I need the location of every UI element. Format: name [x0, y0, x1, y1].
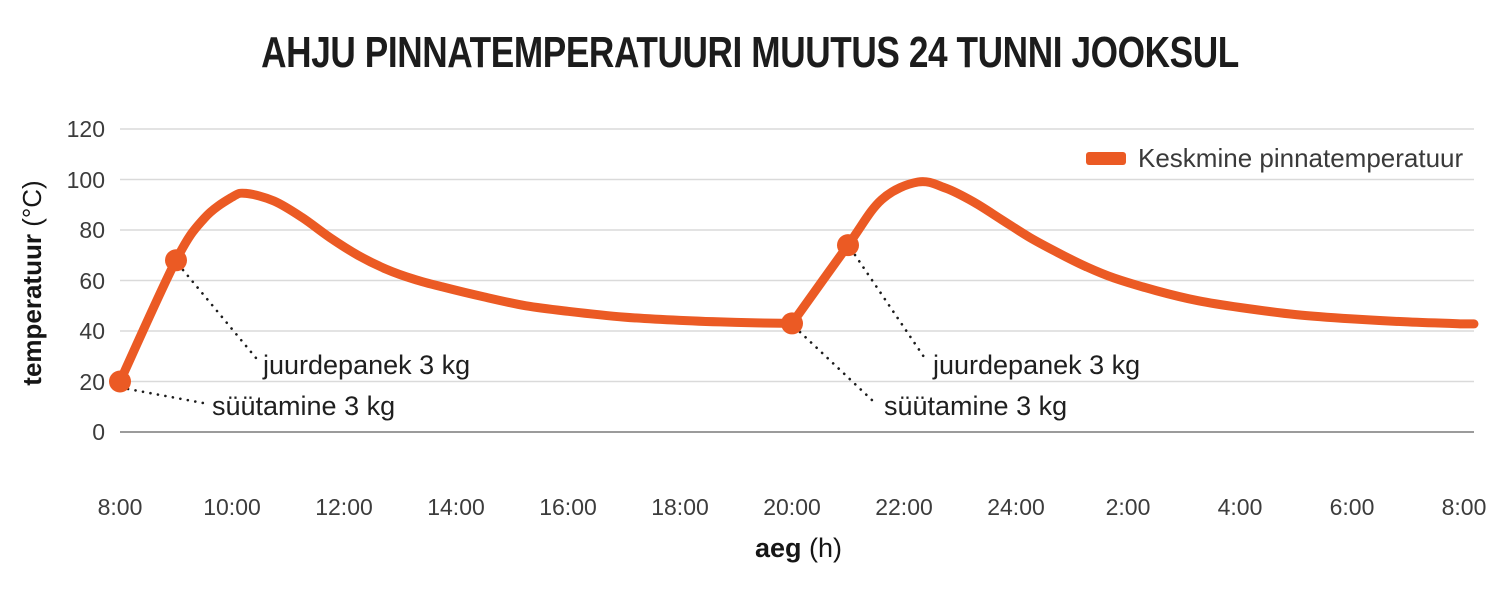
x-tick-label-4-16:00: 16:00 [539, 494, 597, 520]
leader-suutamine-2 [798, 330, 876, 404]
legend: Keskmine pinnatemperatuur [1086, 143, 1463, 174]
x-tick-label-7-22:00: 22:00 [875, 494, 933, 520]
x-tick-label-8-24:00: 24:00 [987, 494, 1045, 520]
x-tick-label-9-2:00: 2:00 [1105, 494, 1151, 520]
y-tick-label-20: 20 [79, 368, 105, 395]
y-tick-label-80: 80 [79, 217, 105, 243]
x-axis-title: aeg (h) [755, 533, 842, 564]
y-tick-label-60: 60 [79, 267, 105, 294]
x-axis-title-unit: (h) [801, 533, 843, 563]
marker-21:00-juurdepanek [837, 234, 859, 257]
x-tick-label-2-12:00: 12:00 [315, 494, 373, 520]
annotation-suutamine-1: süütamine 3 kg [212, 391, 396, 421]
legend-line-swatch [1086, 152, 1126, 165]
leader-suutamine-1 [126, 387, 205, 405]
annotation-juurdepanek-1: juurdepanek 3 kg [263, 350, 471, 380]
x-tick-label-3-14:00: 14:00 [427, 494, 485, 520]
leader-juurdepanek-2 [853, 253, 926, 359]
x-tick-label-0-8:00: 8:00 [97, 494, 143, 520]
y-tick-label-100: 100 [66, 166, 105, 193]
x-tick-label-5-18:00: 18:00 [651, 494, 709, 520]
marker-9:00-juurdepanek [165, 249, 187, 272]
event-markers [109, 234, 859, 393]
chart-title: AHJU PINNATEMPERATUURI MUUTUS 24 TUNNI J… [261, 28, 1239, 77]
marker-20:00-süütamine [781, 312, 803, 335]
x-tick-label-6-20:00: 20:00 [763, 494, 821, 520]
annotation-suutamine-2: süütamine 3 kg [884, 391, 1068, 421]
x-axis-title-bold: aeg [755, 533, 802, 563]
y-tick-label-0: 0 [92, 419, 105, 445]
gridlines [120, 128, 1474, 433]
marker-8:00-süütamine [109, 370, 131, 393]
x-tick-label-1-10:00: 10:00 [203, 494, 261, 520]
x-tick-label-11-6:00: 6:00 [1329, 494, 1375, 520]
y-tick-label-120: 120 [66, 116, 105, 142]
x-tick-label-10-4:00: 4:00 [1217, 494, 1263, 520]
annotation-leader-lines [126, 253, 926, 405]
y-tick-label-40: 40 [79, 318, 105, 344]
legend-label: Keskmine pinnatemperatuur [1138, 143, 1464, 173]
temperature-line-segment-2 [787, 177, 1479, 329]
annotation-juurdepanek-2: juurdepanek 3 kg [933, 350, 1141, 380]
temperature-line-segment-1 [115, 188, 797, 386]
x-tick-label-12-8:00: 8:00 [1441, 494, 1487, 520]
leader-juurdepanek-1 [181, 268, 258, 360]
